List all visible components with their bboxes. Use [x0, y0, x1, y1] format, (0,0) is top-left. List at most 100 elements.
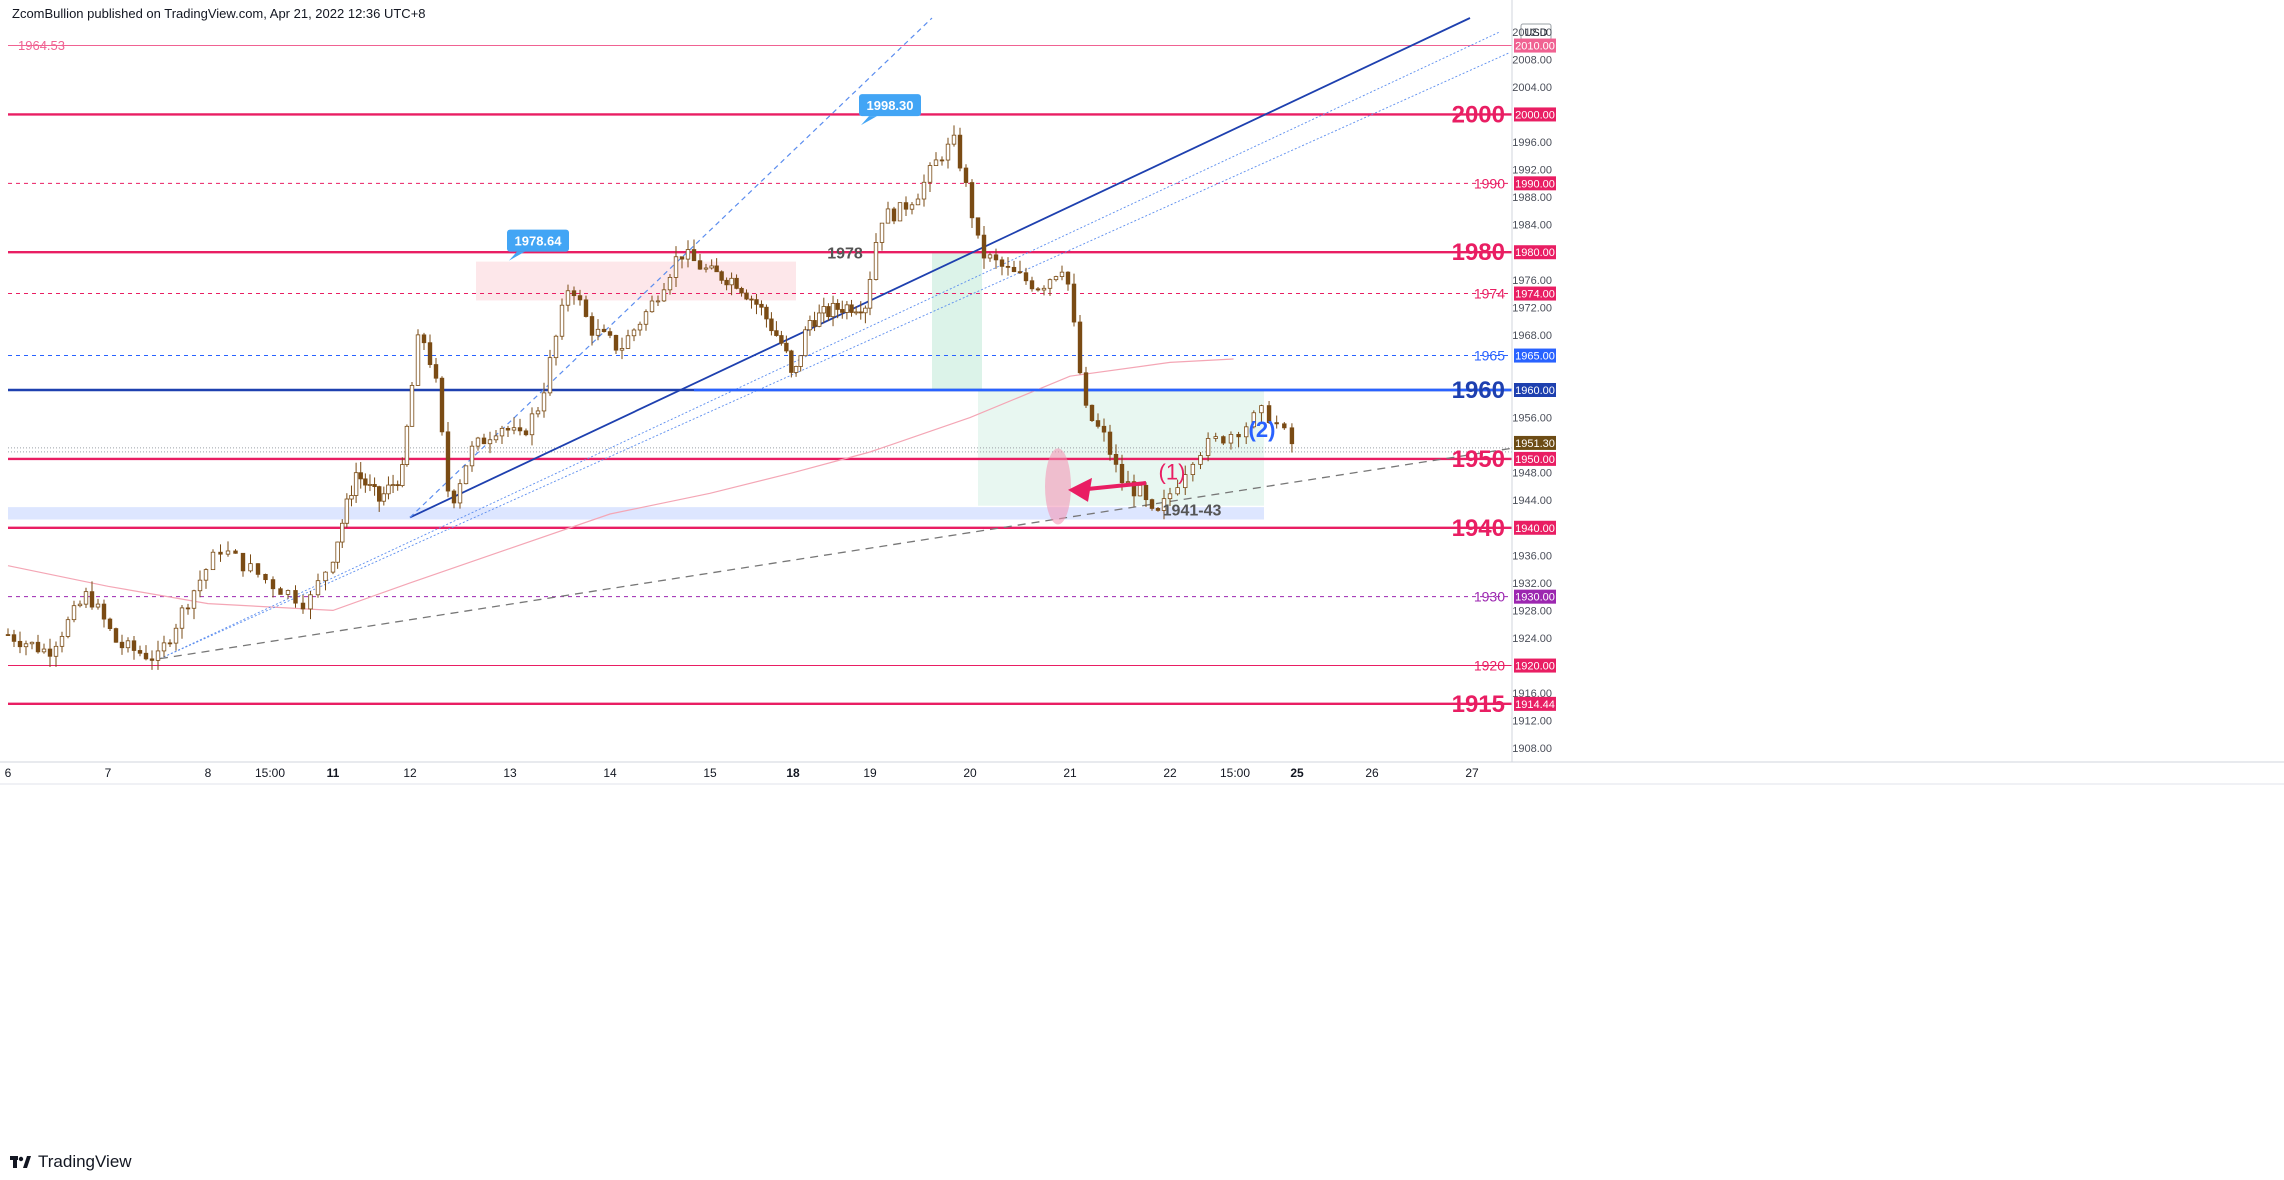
candle-body-197 — [1149, 499, 1155, 509]
level-label-1: 2000 — [1452, 101, 1505, 128]
candle-body-103 — [625, 335, 631, 349]
time-tick-11: 20 — [963, 766, 977, 780]
candle-body-168 — [975, 217, 981, 236]
level-label-6: 1960 — [1452, 377, 1505, 404]
candle-body-25 — [155, 650, 161, 661]
main-uptrend-line — [409, 17, 1471, 519]
candle-body-161 — [933, 159, 939, 166]
candle-body-55 — [353, 472, 359, 496]
candle-body-39 — [248, 563, 253, 572]
candle-body-7 — [47, 648, 53, 657]
candle-body-171 — [993, 254, 999, 261]
level-tag-10: 1920.00 — [1515, 661, 1555, 673]
candle-body-114 — [691, 249, 697, 262]
price-tick-13: 1936.00 — [1512, 550, 1552, 562]
arrow-shaft — [1084, 481, 1147, 492]
candle-body-170 — [987, 254, 993, 259]
candle-body-3 — [23, 643, 29, 648]
candle-body-153 — [885, 208, 891, 224]
candle-body-62 — [386, 484, 391, 495]
time-tick-7: 14 — [603, 766, 617, 780]
candle-body-115 — [697, 260, 703, 270]
level-tag-4: 1974.00 — [1515, 289, 1555, 301]
level-tag-bg-4 — [1514, 286, 1556, 301]
tradingview-logo-icon — [10, 1155, 32, 1169]
candle-body-18 — [113, 628, 119, 643]
candle-body-111 — [673, 256, 679, 278]
candle-body-68 — [415, 334, 421, 386]
candle-body-19 — [119, 641, 125, 649]
level-label-5: 1965 — [1474, 348, 1505, 364]
zone-label-1941-43: 1941-43 — [1163, 502, 1222, 519]
price-tick-19: 1908.00 — [1512, 743, 1552, 755]
candle-body-122 — [734, 277, 739, 289]
level-tag-8: 1940.00 — [1515, 523, 1555, 535]
candle-body-127 — [759, 303, 764, 308]
time-tick-5: 12 — [403, 766, 417, 780]
publish-date: Apr 21, 2022 12:36 UTC+8 — [269, 6, 426, 21]
candle-body-36 — [225, 550, 231, 555]
candle-body-76 — [463, 465, 469, 485]
candle-body-32 — [197, 579, 203, 592]
published-label: published on TradingView.com, — [87, 6, 267, 21]
brand-name: TradingView — [38, 1152, 132, 1171]
dotted-channel-line-1 — [159, 31, 1501, 660]
candle-body-198 — [1155, 508, 1161, 511]
time-tick-3: 15:00 — [255, 766, 285, 780]
candle-body-180 — [1047, 279, 1053, 289]
level-label-3: 1980 — [1452, 239, 1505, 266]
moving-average-line — [7, 358, 1234, 612]
candle-body-144 — [840, 309, 845, 313]
price-tick-15: 1928.00 — [1512, 605, 1552, 617]
candle-body-192 — [1119, 463, 1125, 484]
candle-body-43 — [278, 588, 283, 595]
candle-body-176 — [1023, 272, 1029, 282]
price-tick-16: 1924.00 — [1512, 633, 1552, 645]
candle-body-159 — [921, 181, 927, 200]
time-tick-13: 22 — [1163, 766, 1177, 780]
candle-body-181 — [1053, 276, 1059, 281]
candle-body-200 — [1167, 493, 1173, 500]
time-tick-6: 13 — [503, 766, 517, 780]
candle-body-147 — [853, 311, 859, 314]
candle-body-23 — [143, 652, 149, 660]
price-callout-pointer-0 — [861, 116, 877, 126]
candle-body-26 — [161, 642, 167, 652]
candle-body-80 — [487, 439, 493, 445]
candle-body-77 — [469, 445, 475, 467]
candle-body-126 — [754, 299, 759, 305]
candle-body-206 — [1213, 436, 1218, 439]
candle-body-99 — [601, 328, 607, 333]
price-callout-1: 1978.64 — [515, 234, 563, 249]
level-tag-9: 1930.00 — [1515, 592, 1555, 604]
level-tag-bg-1 — [1514, 107, 1556, 122]
level-label-8: 1940 — [1452, 515, 1505, 542]
candle-body-193 — [1125, 481, 1131, 484]
author-name[interactable]: ZcomBullion — [12, 6, 84, 21]
level-tag-7: 1950.00 — [1515, 454, 1555, 466]
candle-body-5 — [35, 641, 41, 653]
candle-body-189 — [1101, 425, 1107, 433]
candle-body-186 — [1083, 372, 1089, 406]
candle-body-152 — [879, 222, 885, 243]
candle-body-51 — [335, 541, 340, 563]
candle-body-34 — [210, 551, 216, 571]
candle-body-14 — [89, 591, 95, 608]
dashed-support-trendline — [159, 447, 1511, 660]
price-tick-9: 1968.00 — [1512, 330, 1552, 342]
candle-body-183 — [1065, 271, 1071, 285]
price-tick-6: 1984.00 — [1512, 220, 1552, 232]
candle-body-109 — [661, 289, 667, 302]
tradingview-brand[interactable]: TradingView — [10, 1152, 132, 1172]
candle-body-142 — [830, 302, 836, 318]
candle-body-205 — [1205, 438, 1211, 456]
candle-body-112 — [679, 256, 685, 260]
candle-body-86 — [523, 430, 529, 436]
candle-body-146 — [849, 304, 854, 313]
level-label-9: 1930 — [1474, 589, 1505, 605]
level-label-10: 1920 — [1474, 658, 1505, 674]
price-tick-5: 1988.00 — [1512, 192, 1552, 204]
candle-body-101 — [613, 334, 619, 351]
candle-body-84 — [511, 427, 517, 431]
